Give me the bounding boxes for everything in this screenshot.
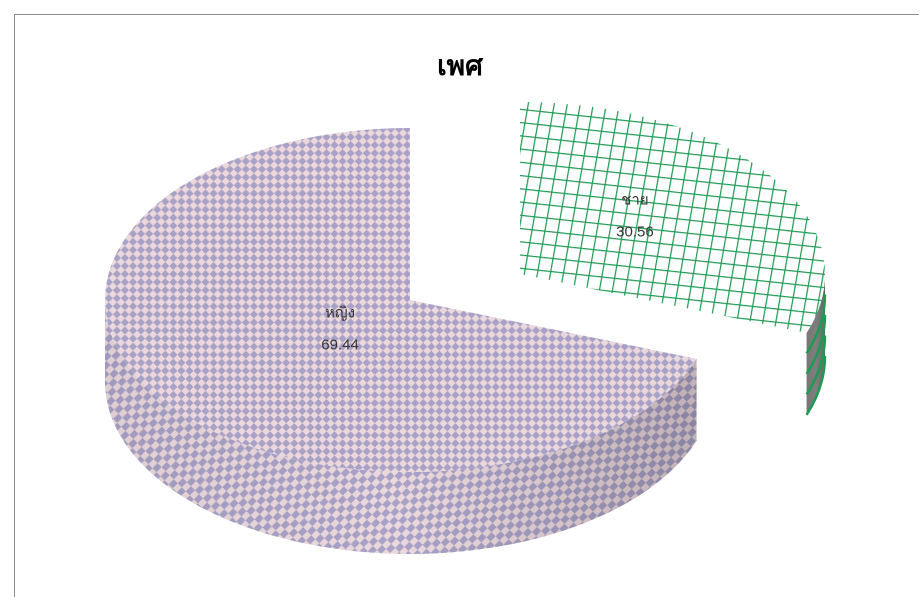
data-label-value: 30.56: [616, 224, 654, 241]
data-label-category: ชาย: [621, 192, 648, 209]
pie-slice: [104, 128, 697, 473]
data-label-category: หญิง: [325, 305, 355, 322]
data-label-value: 69.44: [321, 337, 359, 354]
pie-slice-side-shade: [105, 300, 697, 554]
pie-slice-side-shade: [806, 274, 826, 415]
pie-slice-side-stripe: [805, 355, 827, 416]
chart-title: เพศ: [437, 49, 483, 82]
pie-slice-side-stripe: [805, 335, 827, 396]
pie-slice: [520, 102, 826, 333]
pie-slice-side-stripe: [805, 314, 827, 375]
pie-slice-side-stripe: [805, 294, 827, 355]
